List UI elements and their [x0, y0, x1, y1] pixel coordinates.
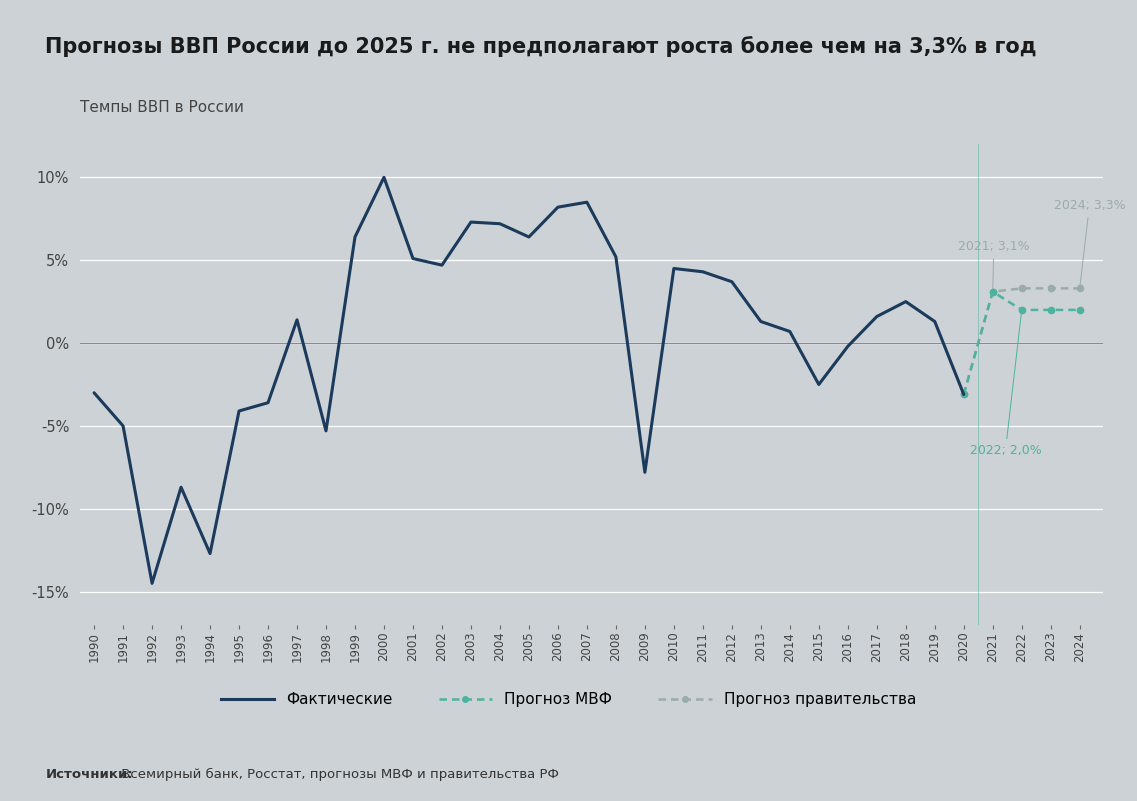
- Text: Всемирный банк, Росстат, прогнозы МВФ и правительства РФ: Всемирный банк, Росстат, прогнозы МВФ и …: [117, 768, 559, 781]
- Text: 2024; 3,3%: 2024; 3,3%: [1054, 199, 1126, 286]
- Text: Прогнозы ВВП России до 2025 г. не предполагают роста более чем на 3,3% в год: Прогнозы ВВП России до 2025 г. не предпо…: [45, 36, 1037, 57]
- Legend: Фактические, Прогноз МВФ, Прогноз правительства: Фактические, Прогноз МВФ, Прогноз правит…: [215, 686, 922, 713]
- Text: 2022; 2,0%: 2022; 2,0%: [970, 312, 1041, 457]
- Text: 2021; 3,1%: 2021; 3,1%: [958, 240, 1030, 289]
- Text: Источники:: Источники:: [45, 768, 133, 781]
- Text: Темпы ВВП в России: Темпы ВВП в России: [80, 100, 243, 115]
